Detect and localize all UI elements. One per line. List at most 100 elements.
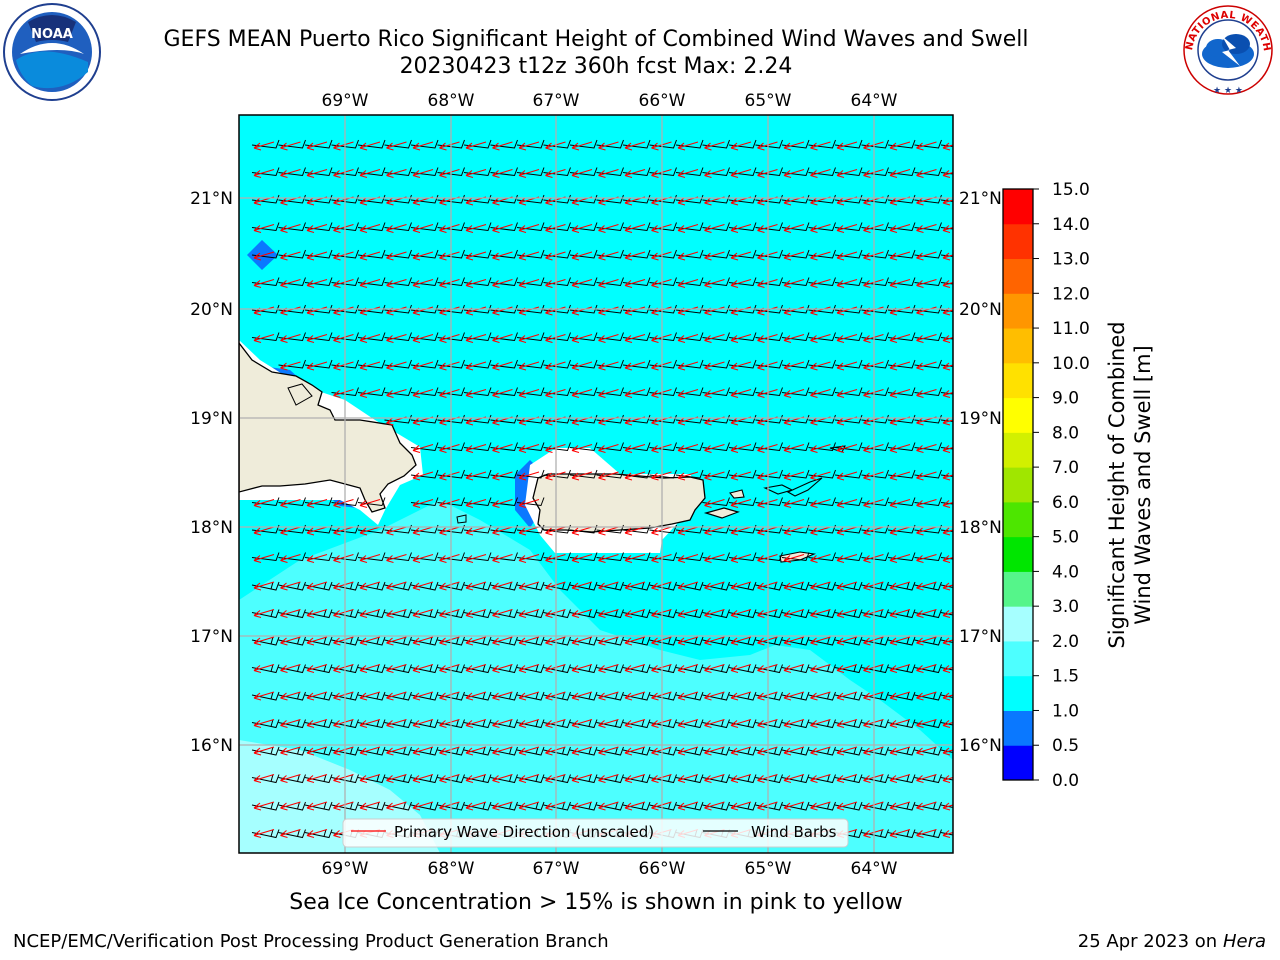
colorbar-tick-label: 13.0: [1052, 250, 1090, 270]
wave-direction-arrow: [624, 141, 646, 151]
wave-direction-arrow: [253, 718, 275, 729]
wave-direction-arrow: [465, 498, 487, 509]
wave-direction-arrow: [306, 636, 328, 646]
wave-direction-arrow: [518, 141, 540, 151]
wave-direction-arrow: [439, 471, 460, 481]
wave-direction-arrow: [916, 168, 937, 179]
wave-direction-arrow: [518, 608, 540, 619]
wave-direction-arrow: [598, 361, 619, 371]
colorbar-tick-label: 14.0: [1052, 215, 1090, 235]
wave-direction-arrow: [810, 801, 831, 811]
wave-direction-arrow: [333, 636, 354, 646]
wave-direction-arrow: [253, 773, 275, 784]
wave-direction-arrow: [916, 718, 937, 729]
virgin-islands-east: [786, 477, 823, 497]
colorbar-segment: [1003, 675, 1033, 711]
wave-direction-arrow: [889, 718, 911, 729]
wave-direction-arrow: [916, 498, 937, 509]
lat-labels-left: 21°N 20°N 19°N 18°N 17°N 16°N: [190, 189, 233, 756]
wave-direction-arrow: [916, 388, 937, 399]
map-frame: [238, 114, 954, 854]
wave-direction-arrow: [783, 361, 805, 371]
wave-direction-arrow: [359, 773, 381, 784]
wave-direction-arrow: [412, 471, 434, 481]
wave-direction-arrow: [412, 801, 434, 811]
wave-direction-arrow: [253, 636, 275, 646]
wave-direction-arrow: [412, 526, 434, 536]
colorbar-label-line2: Wind Waves and Swell [m]: [1131, 345, 1155, 625]
wave-direction-arrow: [386, 801, 407, 811]
wave-direction-arrow: [333, 718, 354, 729]
wave-direction-arrow: [783, 498, 805, 509]
wave-direction-arrow: [783, 553, 805, 564]
lon-label-top: 65°W: [745, 91, 792, 111]
wave-direction-arrow: [942, 830, 953, 839]
wave-direction-arrow: [386, 691, 407, 701]
wave-direction-arrow: [306, 278, 328, 289]
legend: Primary Wave Direction (unscaled) Wind B…: [342, 818, 849, 848]
wave-direction-arrow: [836, 526, 858, 536]
wave-direction-arrow: [306, 223, 328, 234]
wave-direction-arrow: [916, 663, 937, 674]
wave-direction-arrow: [942, 142, 953, 151]
wave-direction-arrow: [889, 828, 911, 839]
wave-direction-arrow: [677, 141, 699, 151]
wave-direction-arrow: [677, 663, 699, 674]
wave-direction-arrow: [492, 773, 513, 784]
wave-direction-arrow: [280, 333, 301, 344]
wave-direction-arrow: [571, 691, 593, 701]
wave-direction-arrow: [598, 141, 619, 151]
wave-direction-arrow: [386, 663, 407, 674]
wave-direction-arrow: [306, 498, 328, 509]
wave-direction-arrow: [306, 526, 328, 536]
wave-direction-arrow: [306, 361, 328, 371]
wave-direction-arrow: [492, 718, 513, 729]
lon-label-top: 66°W: [639, 91, 686, 111]
colorbar-frame: [1002, 188, 1034, 781]
wave-direction-arrow: [333, 333, 354, 344]
wave-direction-arrow: [412, 553, 434, 564]
wave-direction-arrow: [889, 141, 911, 151]
wave-direction-arrow: [624, 333, 646, 344]
colorbar-segment: [1003, 432, 1033, 468]
wave-direction-arrow: [492, 663, 513, 674]
wave-direction-arrow: [280, 828, 301, 839]
wave-direction-arrow: [677, 223, 699, 234]
wave-direction-arrow: [492, 636, 513, 646]
wave-direction-arrow: [889, 251, 911, 261]
wave-direction-arrow: [412, 718, 434, 729]
lon-label-bottom: 65°W: [745, 859, 792, 879]
wave-direction-arrow: [518, 636, 540, 646]
wave-direction-arrow: [624, 691, 646, 701]
wave-direction-arrow: [916, 553, 937, 564]
wave-direction-arrow: [677, 691, 699, 701]
wave-direction-arrow: [916, 443, 937, 454]
wave-direction-arrow: [306, 333, 328, 344]
wave-direction-arrow: [624, 526, 646, 536]
wave-direction-arrow: [942, 720, 953, 729]
wave-direction-arrow: [942, 225, 953, 234]
wave-direction-arrow: [571, 608, 593, 619]
wave-direction-arrow: [624, 773, 646, 784]
wave-direction-arrow: [465, 663, 487, 674]
wave-direction-arrow: [359, 526, 381, 536]
wave-direction-arrow: [942, 582, 953, 591]
wave-direction-arrow: [704, 636, 725, 646]
wave-direction-arrow: [624, 746, 646, 756]
wave-direction-arrow: [624, 471, 646, 481]
wave-direction-arrow: [942, 252, 953, 261]
wave-direction-arrow: [836, 168, 858, 179]
wave-direction-arrow: [412, 333, 434, 344]
colorbar-segment: [1003, 328, 1033, 364]
wave-direction-arrow: [492, 581, 513, 591]
wave-direction-arrow: [598, 581, 619, 591]
wave-direction-arrow: [412, 636, 434, 646]
wave-direction-arrow: [677, 636, 699, 646]
wave-direction-arrow: [598, 553, 619, 564]
wave-direction-arrow: [253, 663, 275, 674]
wave-direction-arrow: [386, 773, 407, 784]
wave-direction-arrow: [810, 581, 831, 591]
colorbar-tick-label: 1.0: [1052, 701, 1079, 721]
wave-direction-arrow: [677, 801, 699, 811]
wave-direction-arrow: [359, 168, 381, 179]
